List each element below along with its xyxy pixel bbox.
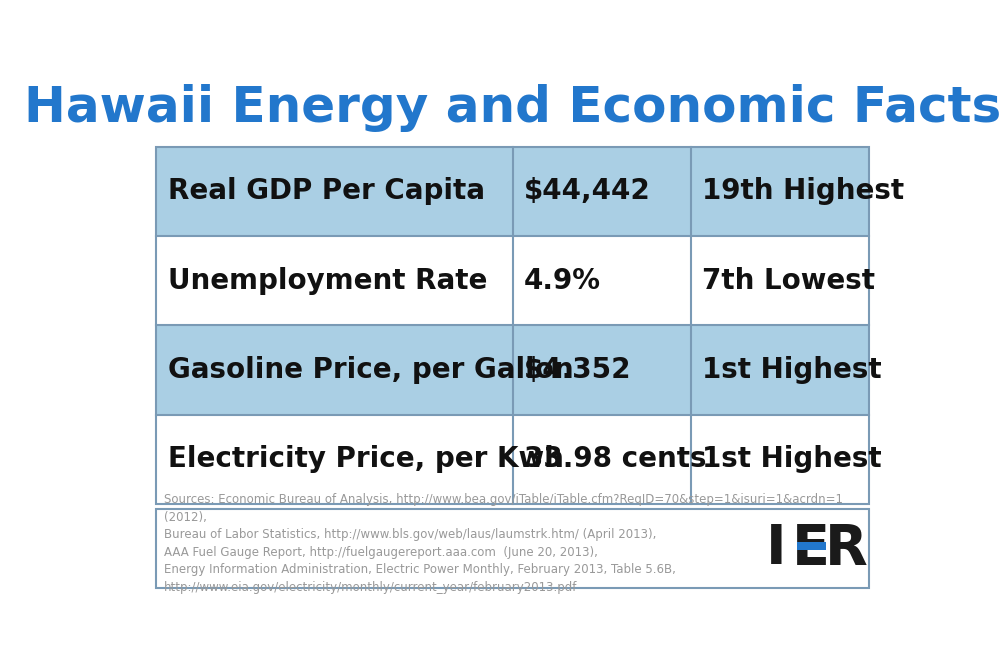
Text: 1st Highest: 1st Highest [702,445,882,473]
Bar [156,414,869,504]
Bar [156,147,869,236]
Bar [156,236,869,325]
Text: Real GDP Per Capita: Real GDP Per Capita [168,177,485,205]
Text: I: I [766,522,786,576]
Text: E: E [792,522,830,576]
Text: Hawaii Energy and Economic Facts: Hawaii Energy and Economic Facts [24,84,1000,132]
Text: $4.352: $4.352 [524,356,632,384]
Text: Sources: Economic Bureau of Analysis, http://www.bea.gov/iTable/iTable.cfm?ReqID: Sources: Economic Bureau of Analysis, ht… [164,494,843,594]
Text: $44,442: $44,442 [524,177,651,205]
Text: Electricity Price, per Kwh: Electricity Price, per Kwh [168,445,564,473]
Text: 7th Lowest: 7th Lowest [702,267,875,295]
Text: 4.9%: 4.9% [524,267,601,295]
Text: Gasoline Price, per Gallon: Gasoline Price, per Gallon [168,356,573,384]
Text: 1st Highest: 1st Highest [702,356,882,384]
Bar [156,509,869,588]
Text: 33.98 cents: 33.98 cents [524,445,707,473]
Bar [156,325,869,414]
Text: R: R [824,522,867,576]
Bar [797,542,826,550]
Text: Unemployment Rate: Unemployment Rate [168,267,487,295]
Bar [156,147,869,504]
Text: 19th Highest: 19th Highest [702,177,904,205]
